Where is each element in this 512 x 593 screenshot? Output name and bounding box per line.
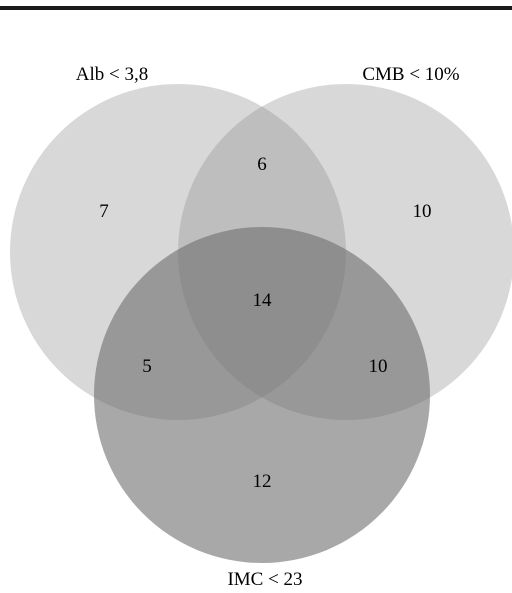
circle-imc <box>94 227 430 563</box>
set-label-imc: IMC < 23 <box>227 569 302 590</box>
count-all-three: 14 <box>253 290 273 311</box>
count-imc-only: 12 <box>253 471 272 492</box>
count-cmb-only: 10 <box>413 201 432 222</box>
set-label-alb: Alb < 3,8 <box>76 64 148 85</box>
count-alb-only: 7 <box>99 201 109 222</box>
set-label-cmb: CMB < 10% <box>362 64 459 85</box>
count-alb-cmb: 6 <box>257 154 267 175</box>
count-cmb-imc: 10 <box>369 356 388 377</box>
count-alb-imc: 5 <box>142 356 152 377</box>
